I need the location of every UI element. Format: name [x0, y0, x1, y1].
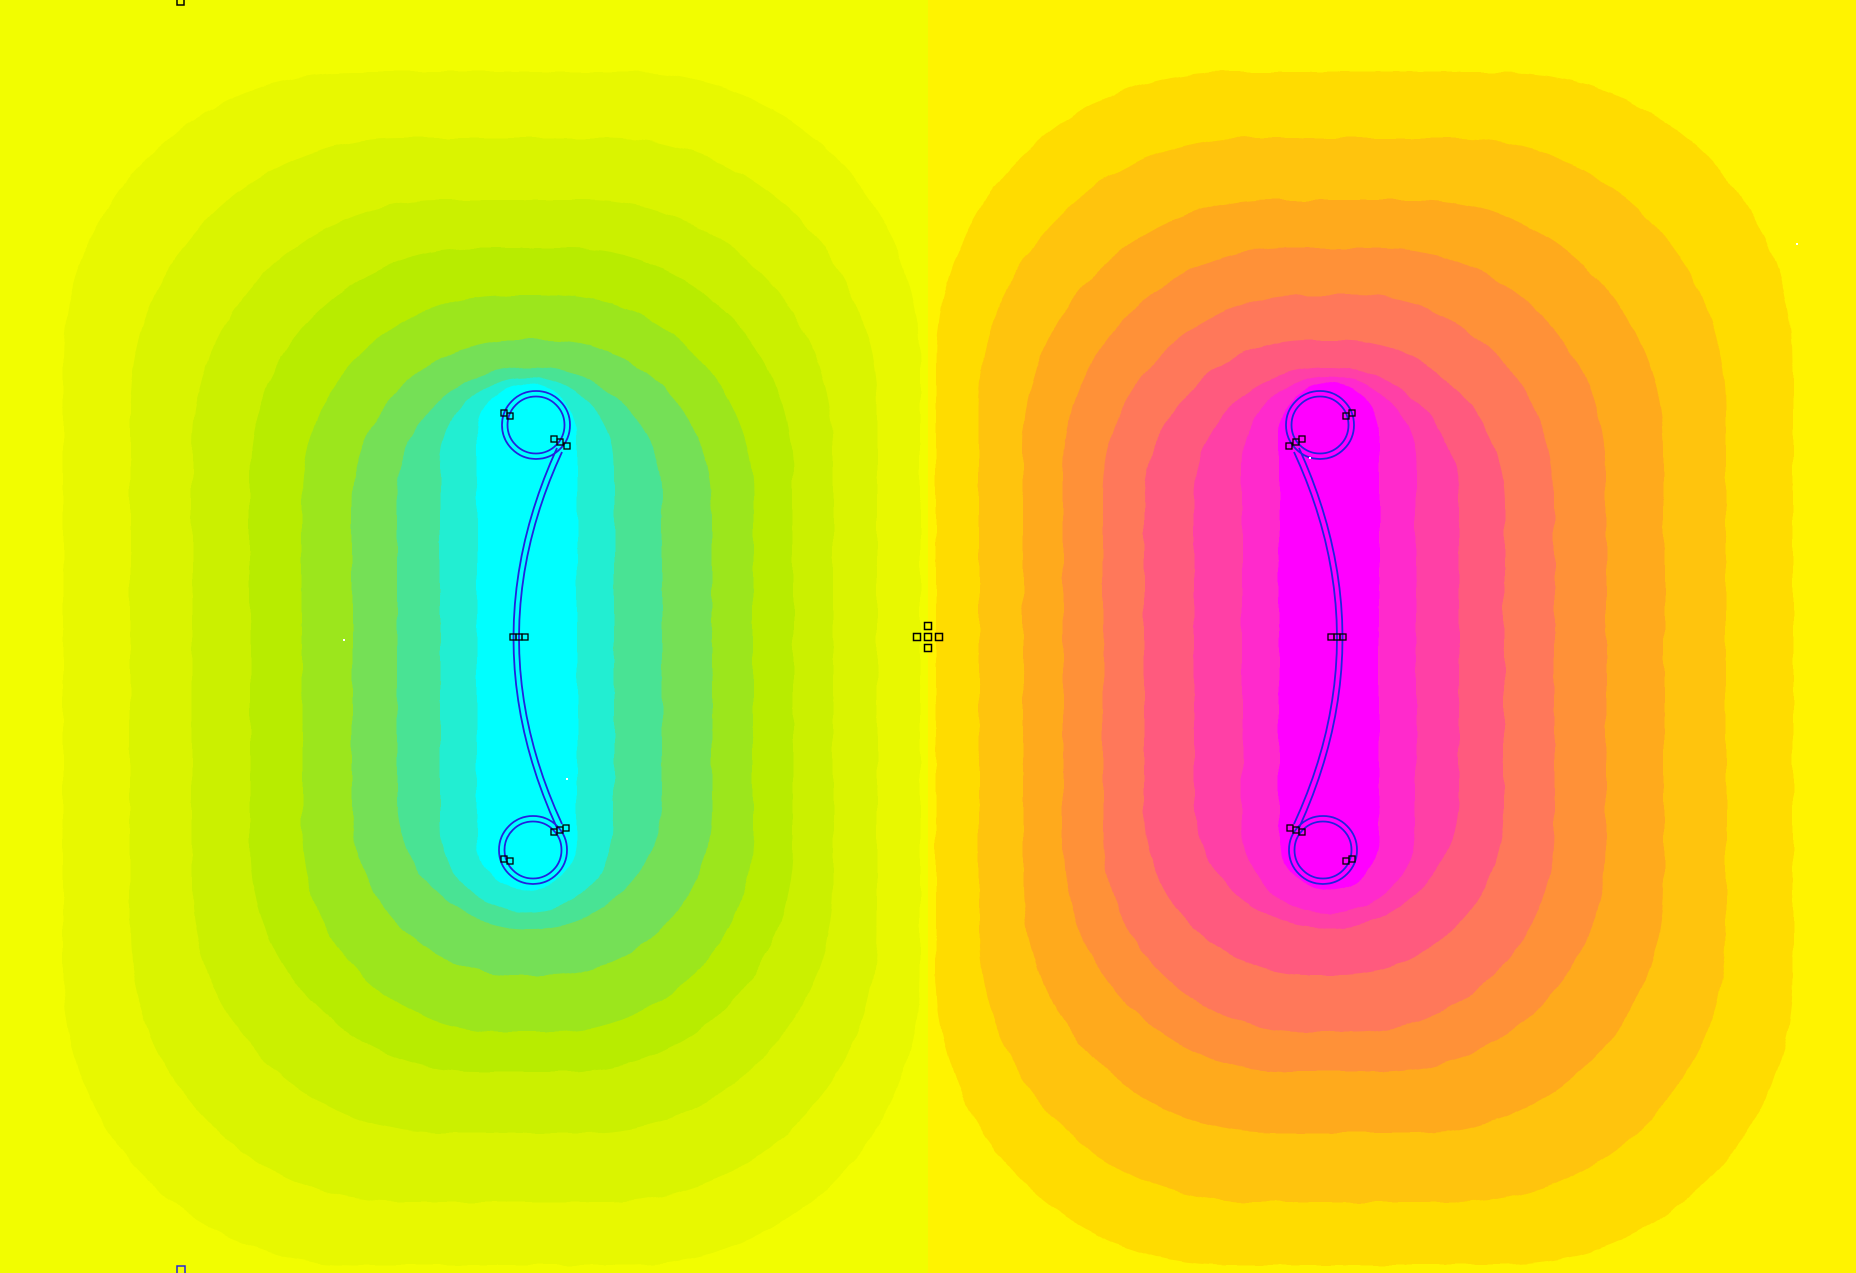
left-node-square[interactable] — [521, 633, 529, 641]
right-conductor-circle-2 — [1290, 395, 1350, 455]
left-contour-band-9 — [477, 383, 577, 890]
right-conductor-circle-4 — [1293, 820, 1353, 880]
right-conductor-circle-3 — [1288, 815, 1358, 885]
left-conductor-curve-2 — [518, 451, 563, 825]
right-conductor-circle-1 — [1285, 390, 1355, 460]
left-node-square[interactable] — [562, 824, 570, 832]
right-node-square[interactable] — [1285, 442, 1293, 450]
left-node-square[interactable] — [563, 442, 571, 450]
center-selection-handles[interactable] — [912, 621, 944, 653]
left-geometry-nodes[interactable] — [500, 409, 571, 865]
edge-node-marks[interactable] — [176, 0, 186, 1273]
right-node-square[interactable] — [1342, 412, 1350, 420]
left-node-square[interactable] — [506, 412, 514, 420]
selection-handle-square[interactable] — [923, 621, 933, 631]
left-conductor-circle-2 — [506, 395, 566, 455]
mesh-speck-artifacts — [343, 243, 1798, 780]
selection-handle-square[interactable] — [934, 632, 944, 642]
left-node-square[interactable] — [506, 857, 514, 865]
selection-handle-square[interactable] — [923, 632, 933, 642]
right-node-square[interactable] — [1292, 438, 1300, 446]
right-contour-bands — [936, 72, 1793, 1265]
right-conductor-curve-1 — [1298, 447, 1344, 829]
selection-handle-square[interactable] — [912, 632, 922, 642]
edge-node-mark-1[interactable] — [176, 0, 185, 6]
left-conductor-circle-4 — [503, 820, 563, 880]
right-node-square[interactable] — [1286, 824, 1294, 832]
right-conductor-outline — [1285, 390, 1358, 885]
left-conductor-outline — [498, 390, 571, 885]
right-node-square[interactable] — [1342, 857, 1350, 865]
mesh-speck — [1309, 457, 1311, 459]
left-conductor-curve-1 — [512, 447, 558, 829]
edge-node-mark-2[interactable] — [176, 1265, 186, 1273]
left-contour-bands — [63, 72, 920, 1265]
left-node-square[interactable] — [556, 438, 564, 446]
right-conductor-curve-2 — [1293, 451, 1338, 825]
right-geometry-nodes[interactable] — [1285, 409, 1356, 865]
selection-handle-square[interactable] — [923, 643, 933, 653]
right-node-square[interactable] — [1339, 633, 1347, 641]
mesh-speck — [566, 778, 568, 780]
left-conductor-circle-3 — [498, 815, 568, 885]
right-contour-band-9 — [1279, 383, 1379, 890]
mesh-speck — [343, 639, 345, 641]
left-conductor-circle-1 — [501, 390, 571, 460]
mesh-speck — [1796, 243, 1798, 245]
